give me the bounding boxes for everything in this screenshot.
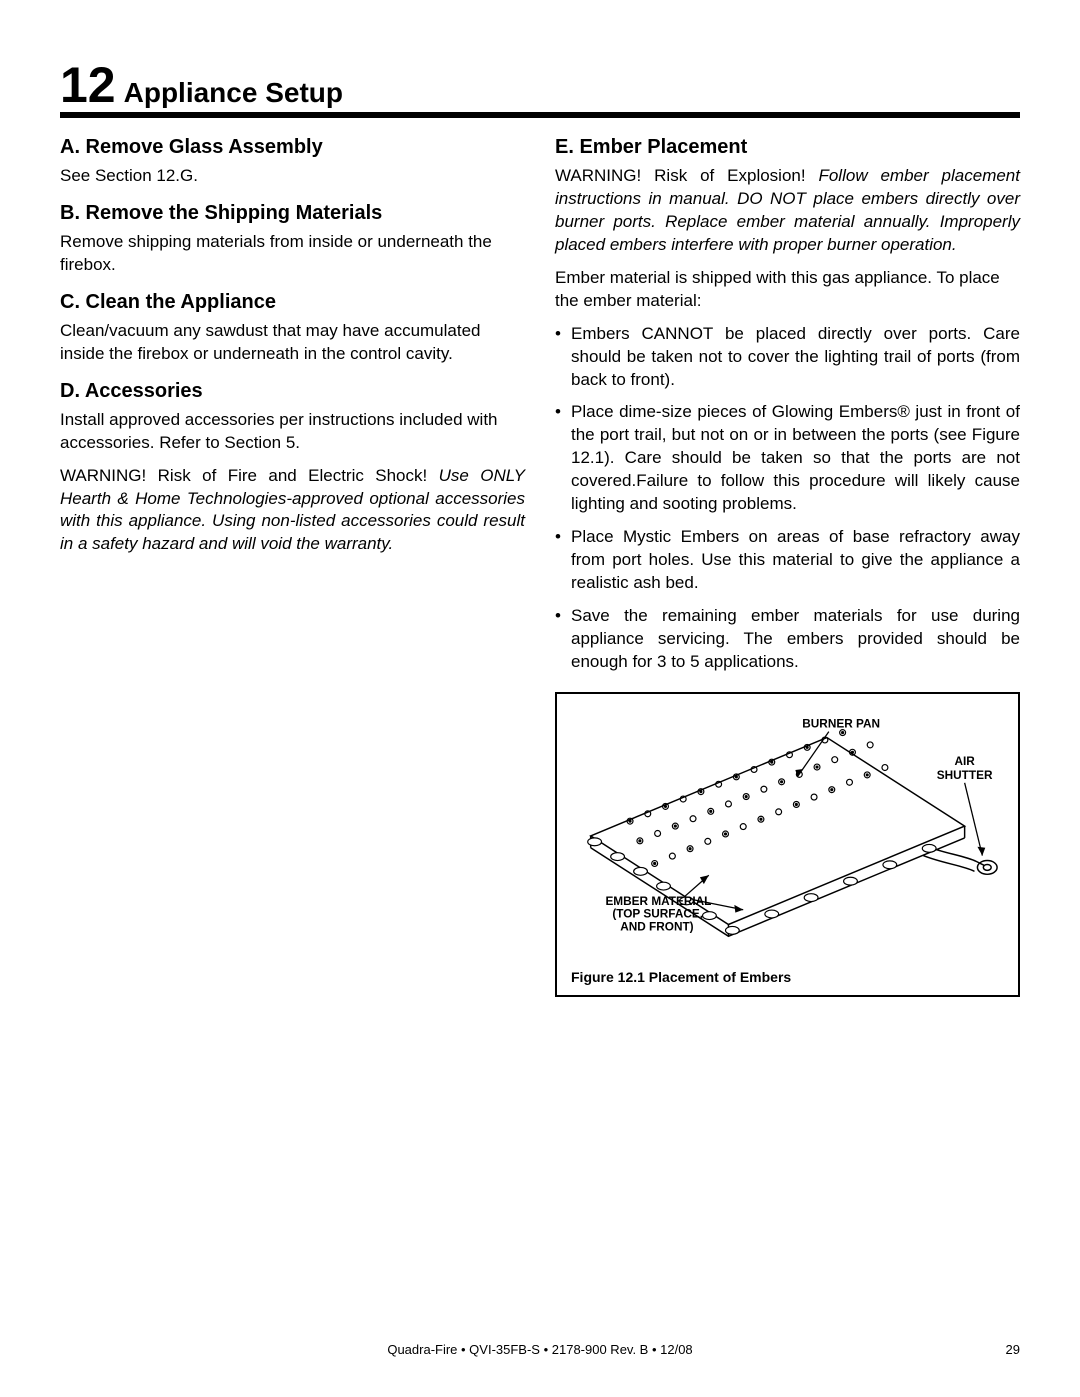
warning-d: WARNING! Risk of Fire and Electric Shock…: [60, 465, 525, 557]
para-e-intro: Ember material is shipped with this gas …: [555, 267, 1020, 313]
diagram-svg: BURNER PAN AIR SHUTTER EMBER MATERIAL (T…: [571, 708, 1004, 954]
heading-e: E. Ember Placement: [555, 136, 1020, 159]
list-item: Embers CANNOT be placed directly over po…: [555, 323, 1020, 392]
ember-bullet-list: Embers CANNOT be placed directly over po…: [555, 323, 1020, 674]
footer-center: Quadra-Fire • QVI-35FB-S • 2178-900 Rev.…: [60, 1342, 1020, 1357]
warning-d-lead: WARNING! Risk of Fire and Electric Shock…: [60, 466, 439, 485]
heading-b: B. Remove the Shipping Materials: [60, 202, 525, 225]
para-a: See Section 12.G.: [60, 165, 525, 188]
figure-caption: Figure 12.1 Placement of Embers: [571, 969, 1004, 985]
para-c: Clean/vacuum any sawdust that may have a…: [60, 320, 525, 366]
label-ember-3: AND FRONT): [620, 919, 693, 933]
label-burner-pan: BURNER PAN: [802, 716, 880, 730]
label-air-2: SHUTTER: [937, 768, 993, 782]
para-b: Remove shipping materials from inside or…: [60, 231, 525, 277]
warning-e: WARNING! Risk of Explosion! Follow ember…: [555, 165, 1020, 257]
chapter-title: Appliance Setup: [124, 77, 343, 109]
right-column: E. Ember Placement WARNING! Risk of Expl…: [555, 136, 1020, 997]
label-air-1: AIR: [954, 754, 975, 768]
para-d1: Install approved accessories per instruc…: [60, 409, 525, 455]
heading-d: D. Accessories: [60, 380, 525, 403]
content-columns: A. Remove Glass Assembly See Section 12.…: [60, 136, 1020, 997]
chapter-number: 12: [60, 60, 116, 110]
page-footer: Quadra-Fire • QVI-35FB-S • 2178-900 Rev.…: [60, 1342, 1020, 1357]
warning-e-lead: WARNING! Risk of Explosion!: [555, 166, 818, 185]
list-item: Place dime-size pieces of Glowing Embers…: [555, 401, 1020, 516]
list-item: Place Mystic Embers on areas of base ref…: [555, 526, 1020, 595]
heading-c: C. Clean the Appliance: [60, 291, 525, 314]
list-item: Save the remaining ember materials for u…: [555, 605, 1020, 674]
heading-a: A. Remove Glass Assembly: [60, 136, 525, 159]
chapter-header: 12 Appliance Setup: [60, 60, 1020, 118]
left-column: A. Remove Glass Assembly See Section 12.…: [60, 136, 525, 997]
figure-12-1: BURNER PAN AIR SHUTTER EMBER MATERIAL (T…: [555, 692, 1020, 997]
burner-pan-diagram: BURNER PAN AIR SHUTTER EMBER MATERIAL (T…: [571, 708, 1004, 959]
